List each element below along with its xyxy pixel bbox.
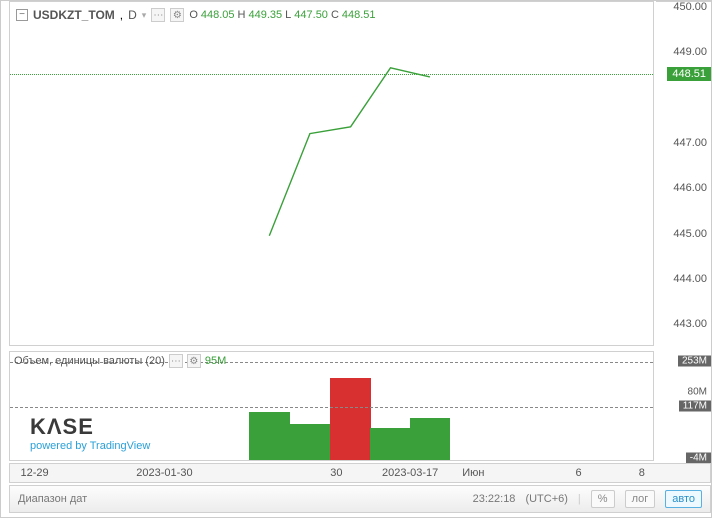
price-y-axis[interactable]: 450.00 449.00 448.51 447.00 446.00 445.00 444.…: [656, 1, 711, 346]
time-x-tick: 30: [330, 467, 342, 479]
volume-panel[interactable]: Объем, единицы валюты (20) ⋯ ⚙ 95M KΛSE …: [9, 351, 654, 461]
volume-y-badge: -4M: [686, 452, 711, 463]
volume-bar: [330, 378, 371, 461]
volume-y-tick: 80M: [688, 386, 707, 397]
price-y-tick: 447.00: [673, 137, 707, 149]
time-x-tick: 6: [576, 467, 582, 479]
chevron-down-icon[interactable]: ▾: [142, 10, 147, 21]
auto-toggle[interactable]: авто: [665, 490, 702, 508]
volume-y-axis[interactable]: 253M 117M -4M 80M: [656, 351, 711, 461]
volume-bar: [290, 424, 331, 460]
percent-toggle[interactable]: %: [591, 490, 615, 508]
clock-time: 23:22:18: [473, 493, 516, 505]
symbol-label[interactable]: USDKZT_TOM: [33, 8, 115, 22]
interval-label[interactable]: D: [128, 8, 137, 22]
volume-sma-value: 95M: [205, 355, 226, 367]
close-value: 448.51: [342, 9, 376, 21]
volume-dash-line: [10, 407, 653, 408]
time-x-tick: Июн: [462, 467, 484, 479]
bottom-toolbar: Диапазон дат 23:22:18 (UTC+6) | % лог ав…: [9, 485, 711, 513]
volume-header: Объем, единицы валюты (20) ⋯ ⚙ 95M: [14, 354, 226, 368]
vol-gear-icon[interactable]: ⚙: [187, 354, 201, 368]
settings-icon[interactable]: ⋯: [151, 8, 165, 22]
open-value: 448.05: [201, 9, 235, 21]
powered-by-text: powered by TradingView: [30, 440, 150, 452]
chart-header: − USDKZT_TOM , D ▾ ⋯ ⚙ O 448.05 H 449.35…: [16, 8, 376, 22]
time-x-tick: 2023-01-30: [136, 467, 192, 479]
gear-icon[interactable]: ⚙: [170, 8, 184, 22]
logo-text: KΛSE: [30, 414, 150, 440]
date-range-label[interactable]: Диапазон дат: [18, 493, 87, 505]
price-y-tick: 449.00: [673, 46, 707, 58]
price-y-tick: 450.00: [673, 1, 707, 13]
price-line-svg: [10, 2, 655, 347]
volume-y-badge: 117M: [679, 401, 711, 412]
log-toggle[interactable]: лог: [625, 490, 656, 508]
volume-bar: [249, 412, 290, 460]
volume-title: Объем, единицы валюты (20): [14, 355, 165, 367]
price-y-tick: 444.00: [673, 273, 707, 285]
price-chart-panel[interactable]: − USDKZT_TOM , D ▾ ⋯ ⚙ O 448.05 H 449.35…: [9, 1, 654, 346]
volume-bar: [410, 418, 451, 460]
price-y-tick: 445.00: [673, 228, 707, 240]
volume-bar: [370, 428, 411, 460]
timezone-label[interactable]: (UTC+6): [525, 493, 567, 505]
time-x-tick: 12-29: [20, 467, 48, 479]
vol-settings-icon[interactable]: ⋯: [169, 354, 183, 368]
low-value: 447.50: [294, 9, 328, 21]
price-y-tick: 443.00: [673, 318, 707, 330]
time-x-tick: 2023-03-17: [382, 467, 438, 479]
time-x-tick: 8: [639, 467, 645, 479]
volume-y-badge: 253M: [678, 355, 711, 366]
ohlc-readout: O 448.05 H 449.35 L 447.50 C 448.51: [189, 9, 375, 21]
current-price-badge: 448.51: [667, 67, 711, 81]
price-y-tick: 446.00: [673, 182, 707, 194]
current-price-line: [10, 74, 653, 75]
time-axis[interactable]: 12-29 2023-01-30 30 2023-03-17 Июн 6 8: [9, 463, 711, 483]
collapse-icon[interactable]: −: [16, 9, 28, 21]
high-value: 449.35: [249, 9, 283, 21]
kase-logo: KΛSE powered by TradingView: [30, 414, 150, 452]
